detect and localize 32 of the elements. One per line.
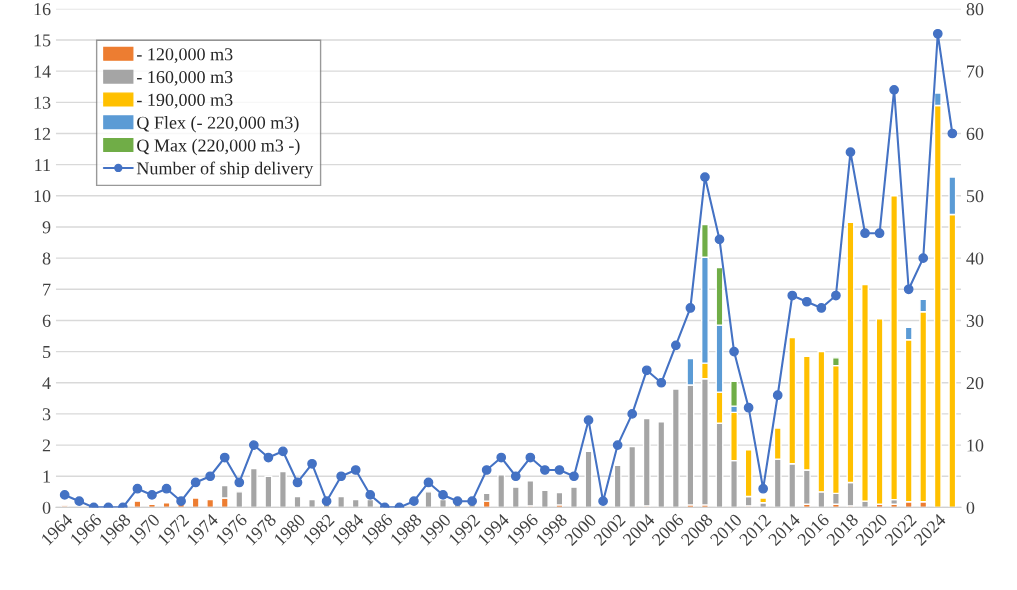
y-tick-label: 16 — [34, 3, 51, 16]
y-tick-label: 7 — [43, 283, 51, 296]
y2-tick-label: 10 — [967, 439, 984, 452]
y-tick-label: 1 — [43, 470, 50, 483]
y-tick-label: 4 — [42, 377, 51, 390]
legend-label: Q Max (220,000 m3 -) — [137, 138, 300, 156]
legend-label: - 190,000 m3 — [137, 93, 233, 109]
y2-tick-label: 50 — [966, 190, 984, 203]
legend-label: Q Flex (- 220,000 m3) — [137, 116, 299, 133]
y-tick-label: 14 — [34, 65, 51, 78]
y-tick-label: 9 — [42, 221, 51, 234]
y-tick-label: 10 — [34, 190, 51, 203]
y-tick-label: 15 — [34, 34, 51, 47]
y2-tick-label: 70 — [967, 65, 984, 78]
legend-label: Number of ship delivery — [136, 161, 314, 179]
y-tick-label: 5 — [43, 346, 51, 359]
y2-tick-label: 80 — [966, 3, 984, 16]
y-tick-label: 13 — [34, 96, 51, 109]
y-tick-label: 3 — [42, 408, 51, 421]
y-tick-label: 2 — [42, 439, 51, 452]
y2-tick-label: 20 — [966, 377, 984, 390]
legend-label: - 120,000 m3 — [137, 48, 233, 63]
legend-label: - 160,000 m3 — [137, 70, 233, 86]
y-tick-label: 8 — [42, 252, 51, 265]
y2-tick-label: 0 — [966, 501, 975, 514]
y-tick-label: 0 — [42, 501, 51, 514]
y-tick-label: 11 — [35, 158, 50, 171]
y-tick-label: 6 — [42, 314, 51, 327]
y2-tick-label: 30 — [966, 314, 984, 327]
y-tick-label: 12 — [34, 127, 51, 140]
y2-tick-label: 40 — [966, 252, 984, 265]
y2-tick-label: 60 — [966, 127, 984, 140]
